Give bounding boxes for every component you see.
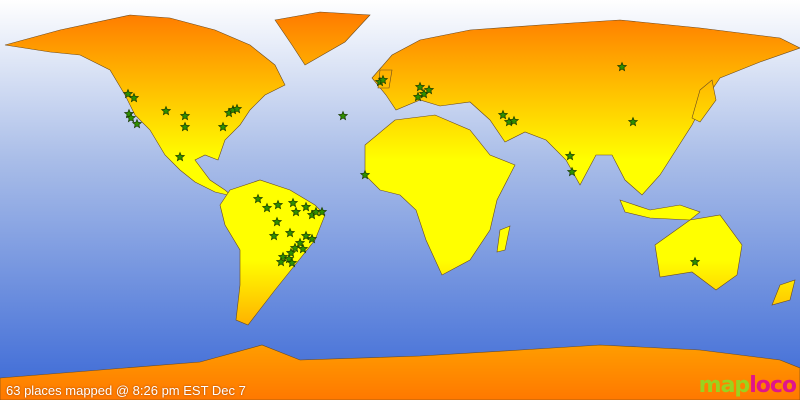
place-marker-star-icon[interactable]	[271, 216, 283, 227]
place-marker-star-icon[interactable]	[289, 242, 301, 253]
place-marker-star-icon[interactable]	[306, 233, 318, 244]
landmass-japan	[691, 79, 717, 123]
place-marker-star-icon[interactable]	[283, 253, 295, 264]
place-marker-star-icon[interactable]	[125, 112, 137, 123]
place-marker-star-icon[interactable]	[128, 92, 140, 103]
place-marker-star-icon[interactable]	[359, 169, 371, 180]
place-marker-star-icon[interactable]	[179, 110, 191, 121]
place-marker-star-icon[interactable]	[261, 202, 273, 213]
place-marker-star-icon[interactable]	[290, 206, 302, 217]
place-marker-star-icon[interactable]	[300, 230, 312, 241]
place-marker-star-icon[interactable]	[231, 103, 243, 114]
place-marker-star-icon[interactable]	[174, 151, 186, 162]
place-marker-star-icon[interactable]	[508, 115, 520, 126]
place-marker-star-icon[interactable]	[179, 121, 191, 132]
place-marker-star-icon[interactable]	[627, 116, 639, 127]
place-marker-star-icon[interactable]	[689, 256, 701, 267]
place-marker-star-icon[interactable]	[300, 201, 312, 212]
place-marker-star-icon[interactable]	[272, 199, 284, 210]
place-marker-star-icon[interactable]	[377, 74, 389, 85]
place-marker-star-icon[interactable]	[131, 118, 143, 129]
landmass-eurasia	[371, 19, 800, 196]
place-marker-star-icon[interactable]	[566, 166, 578, 177]
maploco-logo[interactable]: maploco	[698, 373, 797, 398]
landmass-north-america	[4, 14, 286, 197]
place-marker-star-icon[interactable]	[123, 108, 135, 119]
place-marker-star-icon[interactable]	[217, 121, 229, 132]
place-marker-star-icon[interactable]	[316, 206, 328, 217]
place-marker-star-icon[interactable]	[423, 84, 435, 95]
landmass-madagascar	[496, 225, 511, 253]
place-marker-star-icon[interactable]	[286, 257, 298, 268]
place-marker-star-icon[interactable]	[268, 230, 280, 241]
place-marker-star-icon[interactable]	[287, 197, 299, 208]
place-marker-star-icon[interactable]	[285, 247, 297, 258]
place-marker-star-icon[interactable]	[122, 88, 134, 99]
place-marker-star-icon[interactable]	[497, 109, 509, 120]
landmass-africa	[364, 114, 516, 276]
landmass-australia	[654, 214, 743, 291]
place-marker-star-icon[interactable]	[284, 227, 296, 238]
place-marker-star-icon[interactable]	[160, 105, 172, 116]
places-mapped-status: 63 places mapped @ 8:26 pm EST Dec 7	[6, 383, 246, 398]
landmass-indonesia	[619, 199, 701, 221]
place-marker-star-icon[interactable]	[616, 61, 628, 72]
place-marker-star-icon[interactable]	[277, 251, 289, 262]
landmass-antarctica	[0, 344, 800, 400]
place-marker-star-icon[interactable]	[564, 150, 576, 161]
place-marker-star-icon[interactable]	[412, 91, 424, 102]
place-marker-star-icon[interactable]	[252, 193, 264, 204]
place-marker-star-icon[interactable]	[414, 81, 426, 92]
landmass-south-america	[219, 179, 326, 326]
place-marker-star-icon[interactable]	[294, 237, 306, 248]
place-marker-star-icon[interactable]	[297, 243, 309, 254]
landmass-greenland	[274, 11, 371, 66]
landmass-new-zealand	[771, 279, 796, 306]
place-marker-star-icon[interactable]	[337, 110, 349, 121]
place-marker-star-icon[interactable]	[275, 256, 287, 267]
